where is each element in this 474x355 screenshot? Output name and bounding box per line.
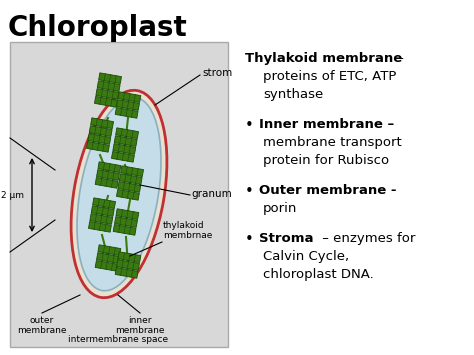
Polygon shape — [113, 224, 136, 235]
Polygon shape — [118, 92, 141, 103]
Polygon shape — [95, 261, 118, 271]
Polygon shape — [91, 118, 114, 129]
Polygon shape — [115, 217, 137, 227]
Polygon shape — [115, 268, 138, 278]
Polygon shape — [117, 190, 139, 200]
Text: membrane transport: membrane transport — [263, 136, 402, 149]
Polygon shape — [115, 108, 138, 118]
Text: Chloroplast: Chloroplast — [8, 14, 188, 42]
Polygon shape — [97, 81, 120, 92]
Polygon shape — [99, 73, 121, 83]
Text: 2 µm: 2 µm — [1, 191, 24, 200]
Polygon shape — [89, 126, 112, 136]
Polygon shape — [88, 133, 111, 144]
Polygon shape — [119, 174, 142, 184]
Text: synthase: synthase — [263, 88, 323, 101]
Polygon shape — [97, 170, 119, 180]
Polygon shape — [96, 89, 119, 99]
Polygon shape — [91, 206, 114, 217]
Polygon shape — [98, 162, 121, 173]
Text: proteins of ETC, ATP: proteins of ETC, ATP — [263, 70, 396, 83]
Text: Inner membrane –: Inner membrane – — [259, 118, 394, 131]
Polygon shape — [113, 143, 136, 154]
Text: chloroplast DNA.: chloroplast DNA. — [263, 268, 374, 281]
Text: inner
membrane: inner membrane — [115, 316, 165, 335]
Polygon shape — [98, 245, 121, 256]
Text: porin: porin — [263, 202, 297, 215]
Polygon shape — [118, 181, 141, 192]
Text: Stroma: Stroma — [259, 232, 313, 245]
Text: Outer membrane -: Outer membrane - — [259, 184, 396, 197]
Text: •: • — [245, 232, 254, 247]
Polygon shape — [116, 128, 138, 138]
Polygon shape — [97, 253, 119, 263]
Text: Thylakoid membrane: Thylakoid membrane — [245, 52, 402, 65]
Text: protein for Rubisco: protein for Rubisco — [263, 154, 389, 167]
Polygon shape — [116, 209, 139, 219]
Polygon shape — [86, 141, 109, 152]
Polygon shape — [95, 178, 118, 188]
Text: granum: granum — [191, 189, 232, 199]
Text: strom: strom — [202, 68, 232, 78]
Polygon shape — [114, 136, 137, 146]
Ellipse shape — [71, 90, 167, 298]
Text: – enzymes for: – enzymes for — [318, 232, 415, 245]
Polygon shape — [117, 260, 139, 271]
Text: intermembrane space: intermembrane space — [68, 335, 168, 344]
Text: •: • — [245, 118, 254, 133]
Polygon shape — [89, 222, 111, 232]
Polygon shape — [92, 198, 116, 208]
Polygon shape — [118, 252, 141, 262]
Bar — [10, 42, 228, 347]
Polygon shape — [90, 214, 113, 224]
Text: –: – — [393, 52, 404, 65]
Ellipse shape — [77, 97, 161, 291]
Polygon shape — [121, 166, 144, 176]
Polygon shape — [94, 97, 118, 107]
Text: •: • — [245, 184, 254, 199]
Text: thylakoid
membrnae: thylakoid membrnae — [163, 220, 212, 240]
Text: Calvin Cycle,: Calvin Cycle, — [263, 250, 349, 263]
Polygon shape — [111, 152, 134, 162]
Text: outer
membrane: outer membrane — [17, 316, 67, 335]
Polygon shape — [117, 100, 139, 110]
